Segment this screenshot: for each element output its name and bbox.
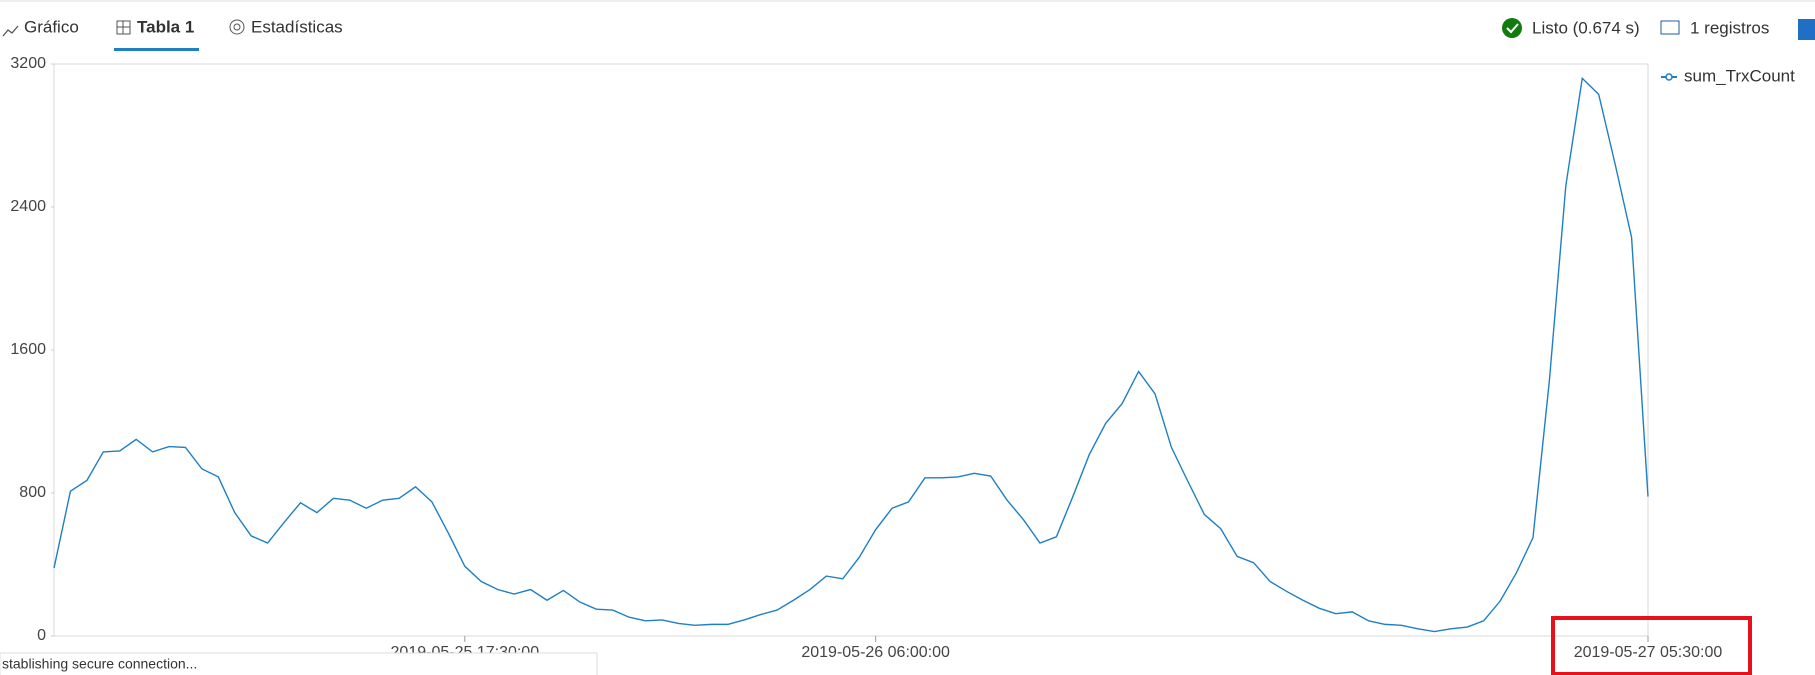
toast [0,652,598,675]
tab-stats[interactable]: Estadísticas [251,17,343,36]
records-icon [1660,20,1680,35]
x-tick-label: 2019-05-27 05:30:00 [1574,644,1723,661]
y-tick-label: 2400 [10,198,46,215]
series-line [53,76,1649,633]
tab-table[interactable]: Tabla 1 [137,17,194,36]
y-tick-label: 1600 [10,341,46,358]
y-tick-label: 0 [37,627,46,644]
stats-icon [229,19,245,35]
stats-icon-inner [233,23,241,31]
clipboard-icon[interactable] [1798,19,1815,40]
chart-icon [2,25,19,37]
highlight-box [1551,616,1752,675]
legend-marker [1665,73,1673,81]
x-tick-label: 2019-05-26 06:00:00 [801,644,950,661]
status-records: 1 registros [1690,18,1769,37]
tab-chart[interactable]: Gráfico [24,17,79,36]
y-tick-label: 800 [19,484,46,501]
toast-text: stablishing secure connection... [2,656,197,672]
y-tick-label: 3200 [10,55,46,72]
ready-icon [1502,18,1522,38]
plot-frame [53,63,1649,637]
ready-check [1506,23,1519,34]
status-ready: Listo (0.674 s) [1532,18,1640,37]
legend-label: sum_TrxCount [1684,66,1795,85]
tab-underline [114,48,199,51]
